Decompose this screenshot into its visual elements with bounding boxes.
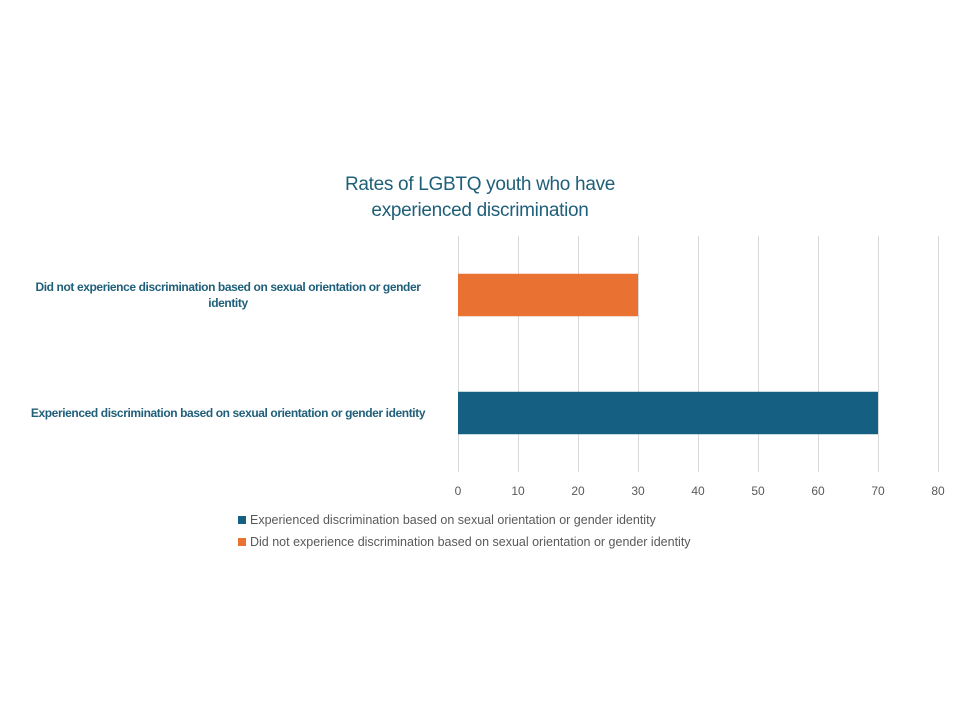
x-tick-label-10: 10 bbox=[511, 484, 525, 498]
x-axis-tick-labels: 0 10 20 30 40 50 60 70 80 bbox=[455, 484, 945, 498]
x-tick-label-30: 30 bbox=[631, 484, 645, 498]
legend-item-experienced: Experienced discrimination based on sexu… bbox=[238, 509, 938, 531]
category-label-did-not-experience-line-2: identity bbox=[208, 296, 248, 310]
bar-experienced bbox=[458, 391, 878, 435]
chart-title: Rates of LGBTQ youth who have experience… bbox=[280, 172, 680, 224]
x-tick-label-50: 50 bbox=[751, 484, 765, 498]
category-labels: Did not experience discrimination based … bbox=[31, 280, 426, 420]
gridlines bbox=[458, 236, 939, 472]
x-tick-label-0: 0 bbox=[455, 484, 462, 498]
chart-title-line-1: Rates of LGBTQ youth who have bbox=[344, 174, 616, 195]
x-tick-label-70: 70 bbox=[871, 484, 885, 498]
legend: Experienced discrimination based on sexu… bbox=[238, 509, 938, 553]
x-tick-label-40: 40 bbox=[691, 484, 705, 498]
bars bbox=[458, 273, 878, 435]
legend-item-did-not-experience: Did not experience discrimination based … bbox=[238, 531, 938, 553]
x-tick-label-60: 60 bbox=[811, 484, 825, 498]
chart-title-line-2: experienced discrimination bbox=[371, 200, 589, 221]
category-label-experienced-line-1: Experienced discrimination based on sexu… bbox=[31, 406, 426, 420]
x-tick-label-20: 20 bbox=[571, 484, 585, 498]
category-label-did-not-experience-line-1: Did not experience discrimination based … bbox=[35, 280, 421, 294]
bar-did-not-experience bbox=[458, 273, 638, 317]
legend-swatch-did-not-experience bbox=[238, 538, 246, 546]
legend-label-did-not-experience: Did not experience discrimination based … bbox=[250, 535, 691, 549]
legend-swatch-experienced bbox=[238, 516, 246, 524]
x-tick-label-80: 80 bbox=[931, 484, 945, 498]
legend-label-experienced: Experienced discrimination based on sexu… bbox=[250, 513, 656, 527]
